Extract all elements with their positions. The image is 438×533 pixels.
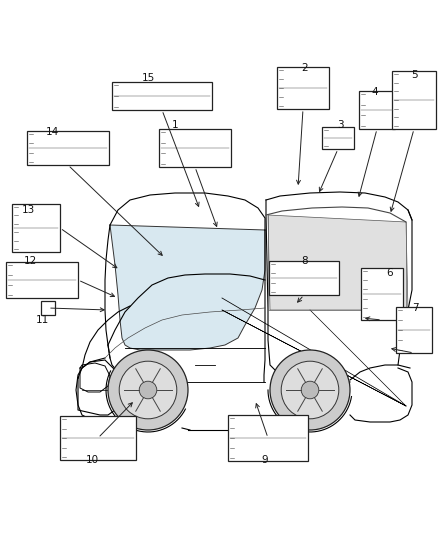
Text: 6: 6 <box>387 268 393 278</box>
Bar <box>359 91 395 129</box>
Text: 14: 14 <box>46 127 59 137</box>
Bar <box>361 268 403 320</box>
Circle shape <box>108 350 188 430</box>
Bar <box>27 131 109 165</box>
Text: 10: 10 <box>85 455 99 465</box>
Polygon shape <box>110 225 265 350</box>
Circle shape <box>139 381 157 399</box>
Text: 15: 15 <box>141 73 155 83</box>
Polygon shape <box>268 215 408 310</box>
Text: 12: 12 <box>23 256 37 266</box>
Bar <box>159 129 231 167</box>
Bar <box>6 262 78 298</box>
Bar <box>277 67 329 109</box>
Bar <box>322 127 354 149</box>
Bar <box>12 204 60 252</box>
Text: 11: 11 <box>35 315 49 325</box>
Bar <box>60 416 136 460</box>
Text: 9: 9 <box>261 455 268 465</box>
Bar <box>41 301 55 315</box>
Bar <box>269 261 339 295</box>
Circle shape <box>301 381 319 399</box>
Text: 13: 13 <box>21 205 35 215</box>
Text: 1: 1 <box>172 120 178 130</box>
Bar <box>228 415 308 461</box>
Text: 4: 4 <box>372 87 378 97</box>
Text: 2: 2 <box>302 63 308 73</box>
Text: 7: 7 <box>412 303 418 313</box>
Text: 8: 8 <box>302 256 308 266</box>
Text: 3: 3 <box>337 120 343 130</box>
Bar <box>112 82 212 110</box>
Bar <box>396 307 432 353</box>
Circle shape <box>281 361 339 419</box>
Circle shape <box>119 361 177 419</box>
Text: 5: 5 <box>412 70 418 80</box>
Circle shape <box>270 350 350 430</box>
Bar <box>392 71 436 129</box>
